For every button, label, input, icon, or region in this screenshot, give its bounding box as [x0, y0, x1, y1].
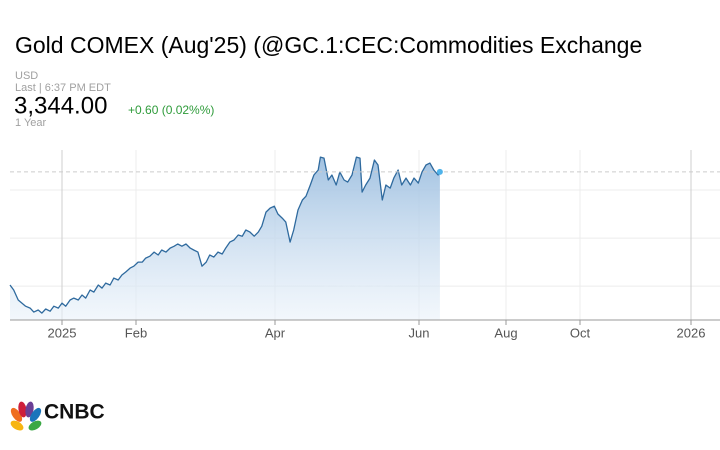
chart-title: Gold COMEX (Aug'25) (@GC.1:CEC:Commoditi… — [15, 32, 642, 58]
x-tick-label: 2026 — [677, 325, 706, 340]
last-time: Last | 6:37 PM EDT — [15, 82, 111, 94]
area — [10, 157, 440, 320]
price-change: +0.60 (0.02%%) — [128, 103, 214, 117]
logo-text: CNBC — [44, 401, 105, 424]
x-tick-label: Jun — [409, 325, 430, 340]
logo: CNBC — [10, 401, 105, 431]
x-tick-label: 2025 — [48, 325, 77, 340]
x-tick-label: Feb — [125, 325, 147, 340]
x-tick-label: Oct — [570, 325, 591, 340]
last-price: 3,344.00 — [14, 92, 107, 119]
last-point — [436, 168, 443, 175]
price-line — [9, 156, 441, 314]
currency: USD — [15, 70, 38, 82]
x-tick-label: Apr — [265, 325, 286, 340]
x-tick-label: Aug — [494, 325, 517, 340]
logo-icon — [10, 401, 42, 431]
range: 1 Year — [15, 117, 47, 129]
